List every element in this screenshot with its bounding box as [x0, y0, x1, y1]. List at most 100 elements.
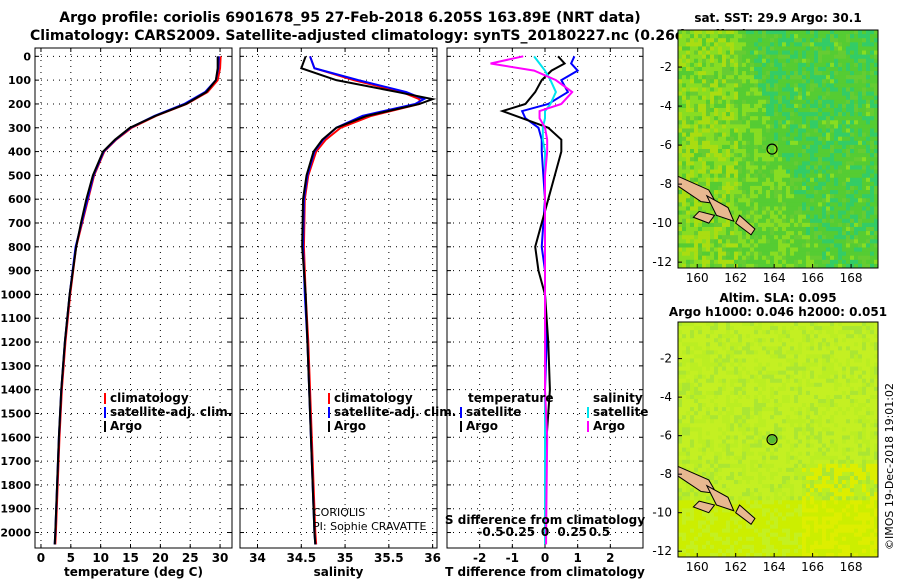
map-cell: [826, 263, 831, 269]
map-cell: [762, 467, 767, 473]
map-cell: [706, 54, 711, 60]
map-cell: [730, 475, 735, 481]
map-cell: [734, 520, 739, 526]
map-cell: [854, 46, 859, 52]
map-cell: [770, 362, 775, 368]
map-cell: [854, 99, 859, 105]
map-cell: [706, 467, 711, 473]
map-cell: [698, 330, 703, 335]
map-cell: [778, 374, 783, 380]
map-cell: [678, 239, 683, 244]
map-cell: [722, 157, 727, 162]
map-cell: [798, 83, 803, 88]
map-cell: [794, 362, 799, 368]
map-cell: [722, 350, 727, 355]
map-cell: [782, 149, 787, 154]
map-cell: [802, 103, 807, 109]
map-cell: [754, 524, 759, 530]
map-cell: [874, 210, 879, 216]
map-cell: [742, 83, 747, 88]
map-cell: [698, 451, 703, 457]
map-cell: [794, 153, 799, 158]
map-cell: [714, 144, 719, 150]
map-cell: [866, 235, 871, 240]
map-cell: [870, 103, 875, 109]
map-cell: [682, 46, 687, 52]
map-cell: [694, 239, 699, 244]
map-cell: [682, 132, 687, 138]
map-cell: [770, 116, 775, 121]
map-cell: [790, 451, 795, 457]
map-cell: [810, 181, 815, 187]
map-cell: [682, 222, 687, 228]
map-cell: [778, 358, 783, 364]
map-cell: [806, 38, 811, 43]
map-cell: [830, 66, 835, 72]
map-cell: [746, 255, 751, 261]
map-cell: [694, 243, 699, 248]
map-cell: [722, 95, 727, 101]
map-cell: [698, 443, 703, 449]
map-cell: [762, 177, 767, 183]
map-cell: [830, 112, 835, 117]
map-cell: [794, 411, 799, 416]
map-cell: [798, 71, 803, 76]
map-cell: [774, 124, 779, 129]
map-cell: [862, 120, 867, 125]
map-cell: [842, 165, 847, 171]
map-cell: [754, 488, 759, 493]
map-cell: [710, 251, 715, 257]
map-cell: [746, 185, 751, 191]
map-cell: [830, 38, 835, 43]
map-cell: [690, 210, 695, 216]
map-cell: [742, 326, 747, 331]
map-cell: [758, 484, 763, 489]
map-cell: [714, 259, 719, 265]
map-cell: [818, 218, 823, 224]
map-cell: [862, 128, 867, 134]
map-cell: [842, 87, 847, 93]
map-cell: [758, 202, 763, 207]
map-cell: [774, 350, 779, 355]
map-cell: [826, 169, 831, 175]
map-cell: [738, 206, 743, 212]
map-cell: [718, 330, 723, 335]
map-cell: [782, 455, 787, 461]
map-cell: [766, 463, 771, 469]
map-cell: [870, 136, 875, 142]
map-cell: [742, 366, 747, 372]
map-cell: [706, 346, 711, 351]
map-cell: [778, 524, 783, 530]
map-cell: [762, 524, 767, 530]
map-cell: [726, 202, 731, 207]
map-cell: [682, 66, 687, 72]
map-cell: [782, 419, 787, 424]
map-cell: [678, 140, 683, 146]
map-cell: [706, 520, 711, 526]
map-cell: [766, 419, 771, 424]
map-cell: [806, 165, 811, 171]
map-cell: [786, 165, 791, 171]
map-cell: [718, 326, 723, 331]
map-cell: [734, 540, 739, 546]
map-cell: [758, 459, 763, 465]
map-cell: [822, 247, 827, 253]
map-cell: [690, 463, 695, 469]
map-cell: [758, 165, 763, 171]
map-cell: [682, 342, 687, 347]
map-cell: [814, 140, 819, 146]
map-cell: [690, 120, 695, 125]
map-cell: [722, 443, 727, 449]
map-cell: [746, 496, 751, 501]
map-cell: [718, 136, 723, 142]
map-cell: [798, 231, 803, 236]
map-cell: [786, 231, 791, 236]
map-cell: [778, 411, 783, 416]
map-cell: [778, 390, 783, 396]
map-cell: [754, 194, 759, 199]
map-cell: [750, 431, 755, 436]
map-cell: [714, 443, 719, 449]
map-cell: [746, 386, 751, 392]
map-cell: [830, 190, 835, 195]
map-cell: [850, 194, 855, 199]
